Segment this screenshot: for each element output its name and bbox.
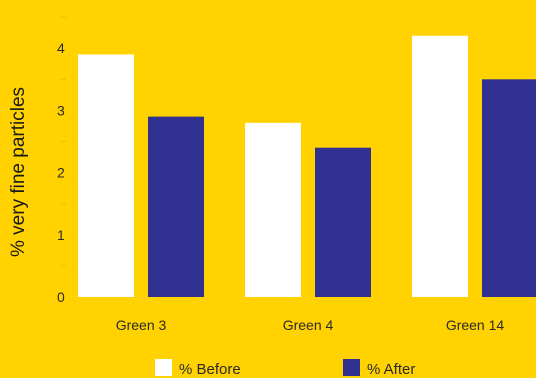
category-label-green-14: Green 14	[446, 317, 505, 333]
legend-swatch-before	[155, 359, 172, 376]
legend: % Before % After	[155, 359, 415, 378]
y-tick-label-3: 3	[57, 102, 65, 118]
category-label-green-4: Green 4	[283, 317, 334, 333]
bar-after-green-4	[315, 147, 371, 297]
bar-after-green-14	[482, 79, 536, 297]
bar-after-green-3	[148, 116, 204, 298]
y-minor-ticks	[61, 16, 66, 267]
bar-before-green-4	[245, 122, 301, 297]
legend-label-after: % After	[367, 361, 415, 378]
y-tick-label-4: 4	[57, 40, 65, 56]
category-labels: Green 3 Green 4 Green 14	[116, 317, 505, 333]
y-tick-label-2: 2	[57, 165, 65, 181]
bar-before-green-14	[412, 35, 468, 297]
legend-swatch-after	[343, 359, 360, 376]
y-axis-label: % very fine particles	[8, 87, 29, 257]
bars-group	[78, 35, 536, 298]
bar-before-green-3	[78, 54, 134, 297]
y-tick-label-1: 1	[57, 227, 65, 243]
category-label-green-3: Green 3	[116, 317, 167, 333]
y-axis-ticks: 0 1 2 3 4	[57, 40, 65, 305]
y-tick-label-0: 0	[57, 289, 65, 305]
legend-label-before: % Before	[179, 361, 241, 378]
